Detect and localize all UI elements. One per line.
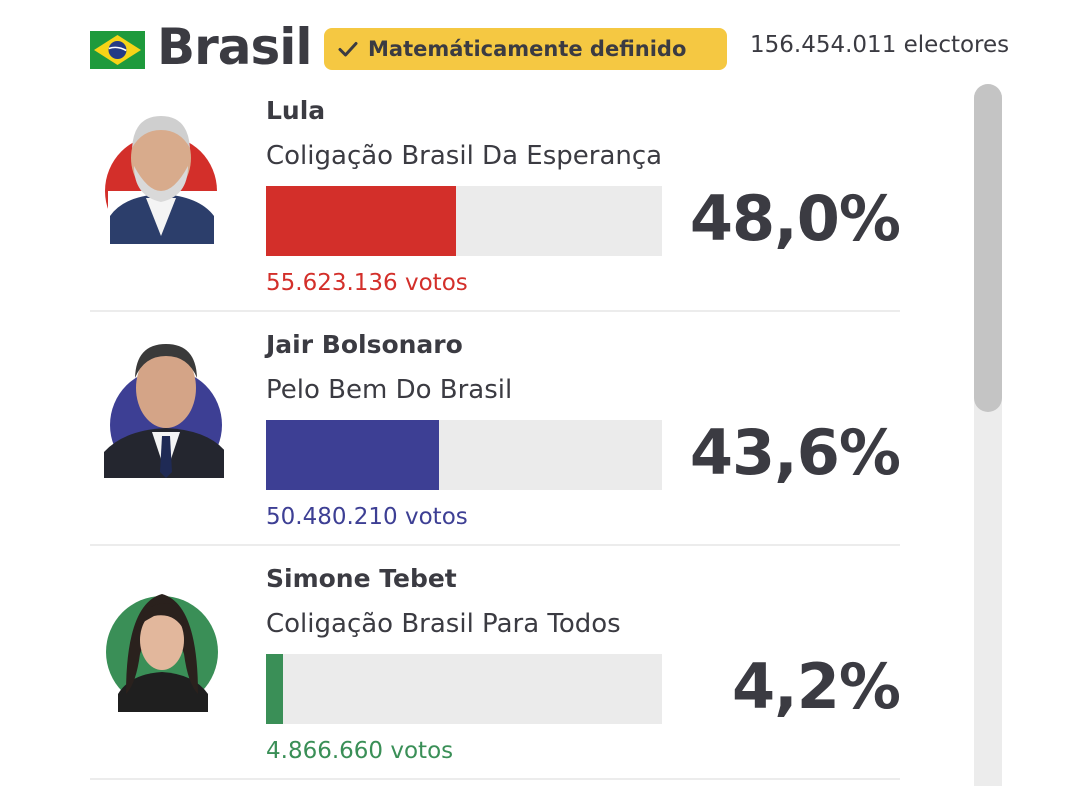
- vote-bar-track: [266, 654, 662, 724]
- check-icon: [338, 42, 358, 57]
- vote-bar-fill: [266, 186, 457, 256]
- vote-bar-track: [266, 186, 662, 256]
- candidate-party: Coligação Brasil Para Todos: [266, 609, 621, 639]
- candidate-name: Jair Bolsonaro: [266, 330, 463, 359]
- candidate-name: Simone Tebet: [266, 564, 457, 593]
- candidate-votes: 50.480.210 votos: [266, 504, 468, 530]
- vote-bar-fill: [266, 654, 283, 724]
- candidate-party: Coligação Brasil Da Esperança: [266, 141, 663, 171]
- scrollbar-thumb[interactable]: [974, 84, 1002, 412]
- electors-count: 156.454.011 electores: [750, 32, 1010, 58]
- vote-bar-fill: [266, 420, 439, 490]
- candidate-name: Lula: [266, 96, 326, 125]
- status-badge-label: Matemáticamente definido: [368, 37, 687, 61]
- candidate-party: Pelo Bem Do Brasil: [266, 375, 513, 405]
- candidate-votes: 55.623.136 votos: [266, 270, 468, 296]
- candidate-votes: 4.866.660 votos: [266, 738, 454, 764]
- results-header: Brasil Matemáticamente definido 156.454.…: [90, 18, 1010, 78]
- candidate-list: Lula Coligação Brasil Da Esperança 55.62…: [90, 78, 901, 780]
- vote-bar-track: [266, 420, 662, 490]
- candidate-photo: [104, 564, 224, 712]
- country-title: Brasil: [157, 18, 313, 76]
- candidate-row[interactable]: Simone Tebet Coligação Brasil Para Todos…: [90, 546, 901, 780]
- candidate-photo: [104, 96, 224, 247]
- candidate-percent: 43,6%: [689, 416, 901, 489]
- candidate-row[interactable]: Lula Coligação Brasil Da Esperança 55.62…: [90, 78, 901, 312]
- brazil-flag-icon: [90, 31, 145, 69]
- status-badge: Matemáticamente definido: [324, 28, 727, 70]
- candidate-row[interactable]: Jair Bolsonaro Pelo Bem Do Brasil 50.480…: [90, 312, 901, 546]
- scrollbar-track[interactable]: [974, 84, 1002, 786]
- candidate-photo: [104, 330, 226, 481]
- candidate-percent: 48,0%: [689, 182, 901, 255]
- candidate-percent: 4,2%: [732, 650, 901, 723]
